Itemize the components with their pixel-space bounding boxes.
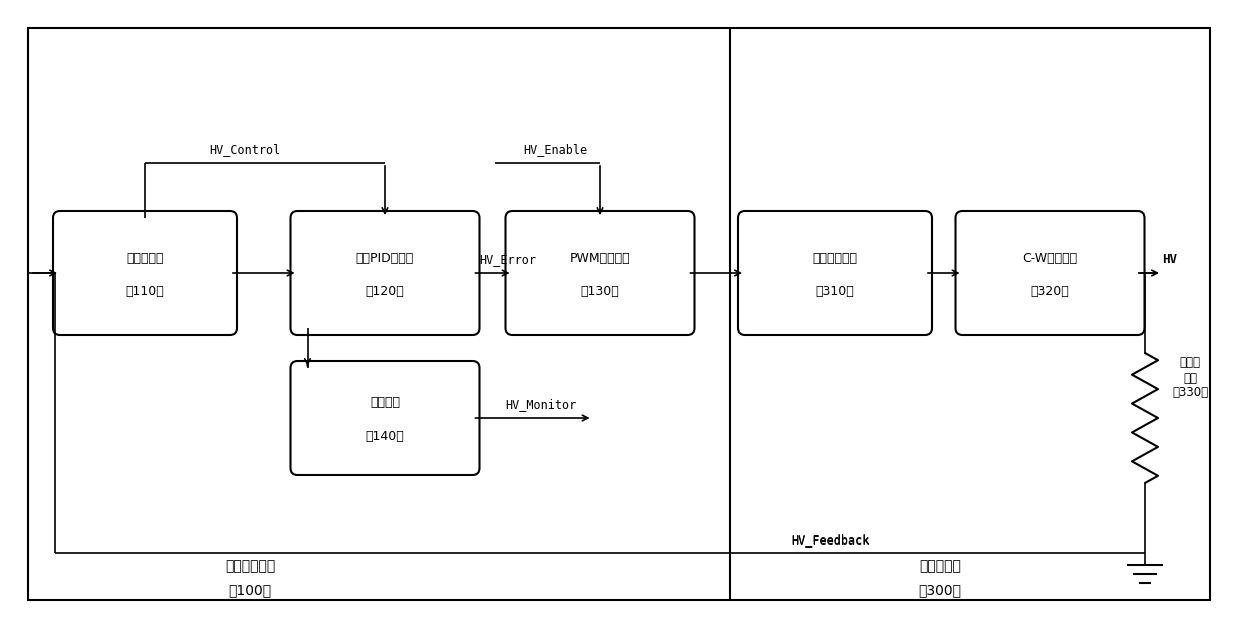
Text: （310）: （310）	[815, 284, 855, 298]
FancyBboxPatch shape	[53, 211, 237, 335]
Text: （140）: （140）	[366, 430, 404, 443]
Text: PWM谐振拓扑: PWM谐振拓扑	[570, 251, 631, 264]
Text: （120）: （120）	[366, 284, 404, 298]
Text: HV_Enable: HV_Enable	[523, 143, 587, 156]
Text: （110）: （110）	[125, 284, 165, 298]
FancyBboxPatch shape	[506, 211, 695, 335]
FancyBboxPatch shape	[738, 211, 932, 335]
Text: HV_Error: HV_Error	[479, 253, 536, 266]
Text: 谐振升压变器: 谐振升压变器	[813, 251, 857, 264]
Text: 高压监测: 高压监测	[370, 396, 400, 409]
Text: （100）: （100）	[228, 583, 271, 597]
Text: 第一PID控制器: 第一PID控制器	[356, 251, 414, 264]
Text: HV: HV	[1162, 253, 1177, 266]
Text: （320）: （320）	[1031, 284, 1069, 298]
Text: 分压电
阴器
（330）: 分压电 阴器 （330）	[1172, 357, 1208, 399]
Text: 负高压电源: 负高压电源	[919, 559, 961, 573]
FancyBboxPatch shape	[955, 211, 1145, 335]
Text: C-W倍压整流: C-W倍压整流	[1022, 251, 1078, 264]
Text: HV_Feedback: HV_Feedback	[790, 534, 870, 547]
Text: 高压控制电路: 高压控制电路	[224, 559, 275, 573]
Text: （130）: （130）	[581, 284, 620, 298]
Text: （300）: （300）	[918, 583, 961, 597]
FancyBboxPatch shape	[290, 211, 479, 335]
Text: HV_Monitor: HV_Monitor	[506, 398, 576, 411]
Text: HV_Feedback: HV_Feedback	[790, 533, 870, 546]
Text: HV_Control: HV_Control	[209, 143, 280, 156]
FancyBboxPatch shape	[290, 361, 479, 475]
Text: 电压跟随器: 电压跟随器	[126, 251, 164, 264]
